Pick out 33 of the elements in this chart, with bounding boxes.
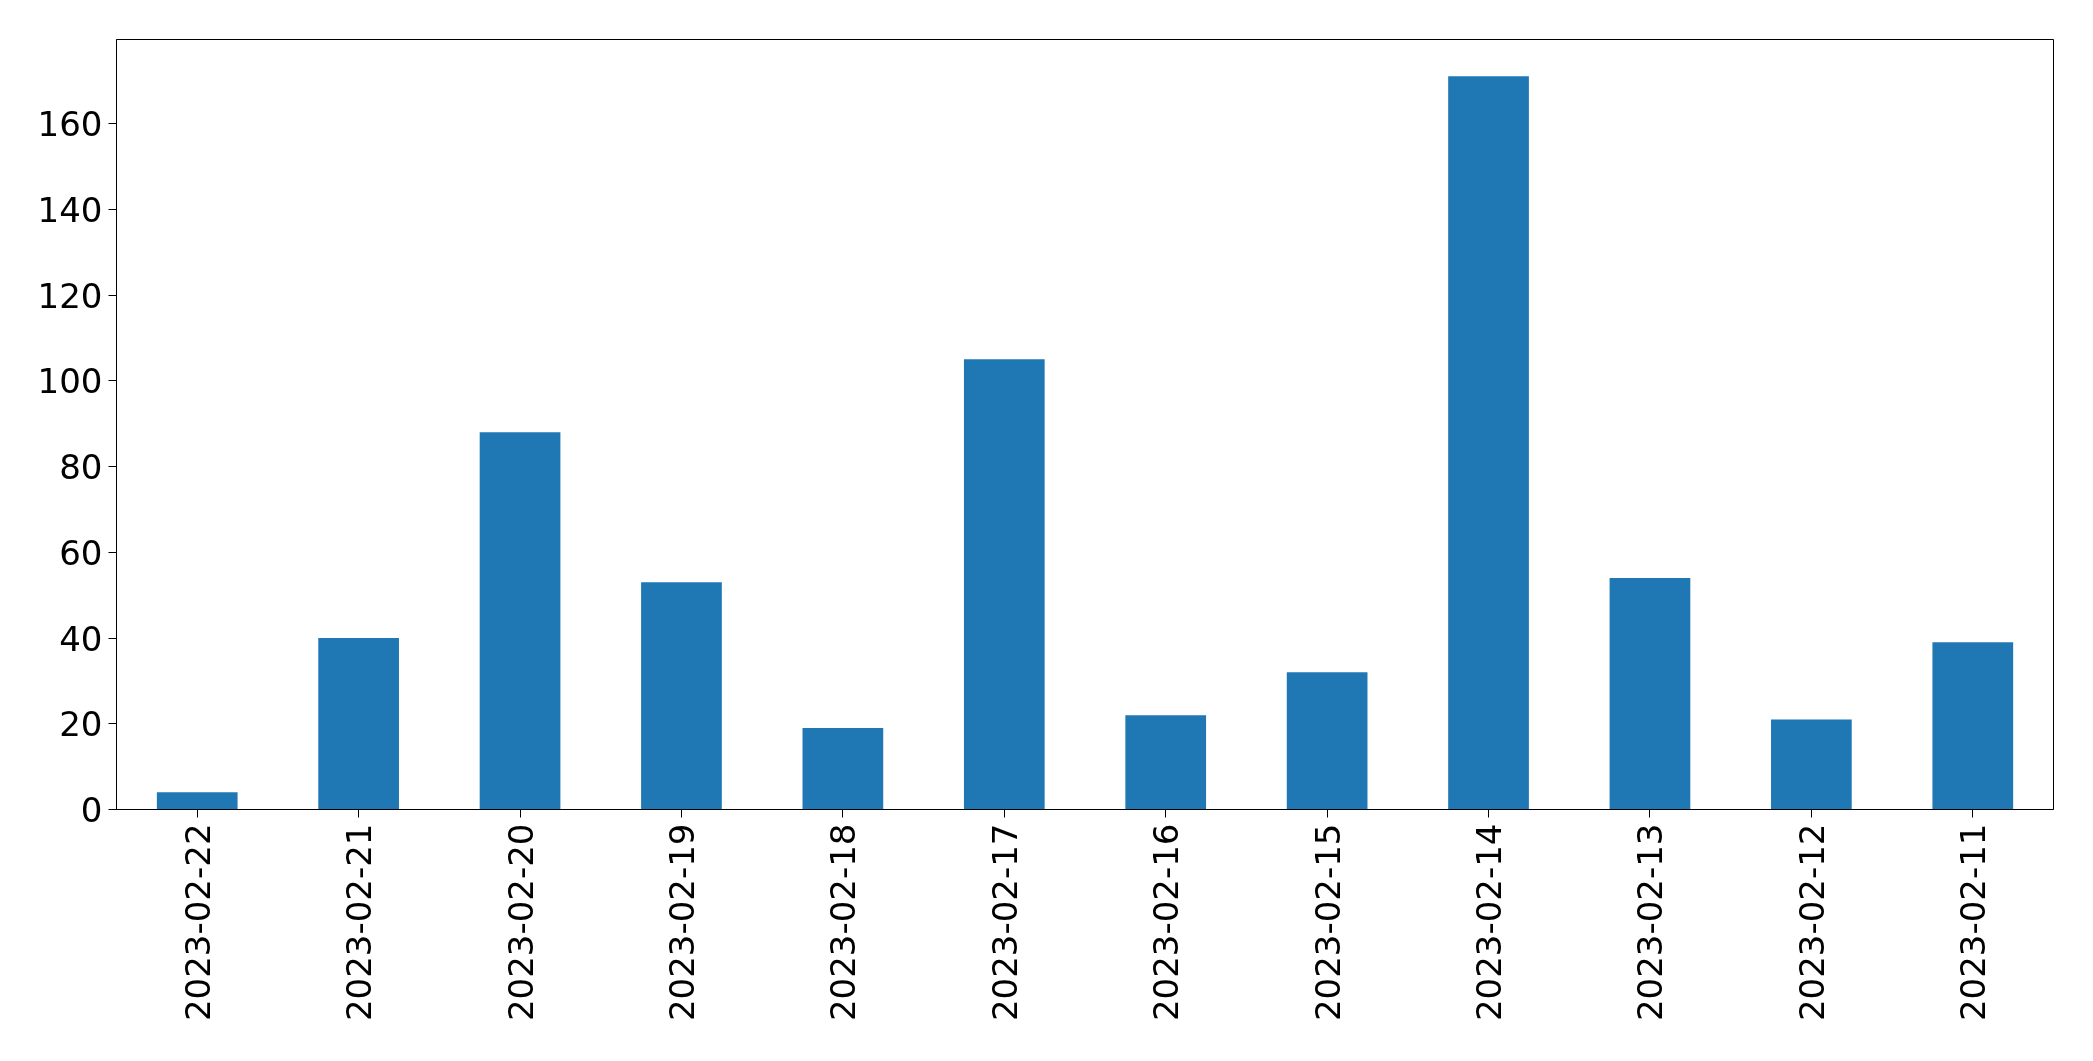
x-tick-label: 2023-02-14 — [1469, 823, 1510, 1022]
bar — [641, 582, 722, 810]
x-tick-label: 2023-02-18 — [823, 823, 864, 1022]
bar — [963, 359, 1045, 810]
bar — [156, 792, 238, 810]
y-tick-label: 100 — [37, 361, 103, 402]
y-tick-label: 140 — [37, 189, 103, 230]
bar — [1932, 642, 2014, 810]
bar — [1609, 577, 1691, 810]
y-tick-label: 120 — [37, 275, 103, 316]
bar — [1286, 672, 1368, 810]
x-tick-label: 2023-02-22 — [177, 823, 218, 1022]
bar — [1448, 76, 1529, 810]
y-tick-label: 80 — [59, 447, 103, 488]
y-tick-label: 40 — [59, 618, 103, 659]
y-tick-label: 0 — [80, 790, 103, 830]
x-tick-label: 2023-02-21 — [339, 823, 380, 1022]
x-tick-label: 2023-02-12 — [1791, 823, 1832, 1022]
x-tick-label: 2023-02-11 — [1953, 823, 1994, 1022]
bar — [318, 638, 399, 810]
y-tick-label: 20 — [59, 704, 103, 745]
x-tick-label: 2023-02-19 — [661, 823, 702, 1022]
y-tick-label: 60 — [59, 532, 103, 573]
bar — [802, 728, 884, 810]
x-tick-label: 2023-02-13 — [1630, 823, 1671, 1022]
x-tick-label: 2023-02-15 — [1307, 823, 1348, 1022]
bar — [479, 432, 561, 810]
x-tick-label: 2023-02-20 — [500, 823, 541, 1022]
bar — [1771, 719, 1852, 810]
bar — [1125, 715, 1207, 810]
y-tick-label: 160 — [37, 104, 103, 145]
x-tick-label: 2023-02-17 — [984, 823, 1025, 1022]
x-tick-label: 2023-02-16 — [1146, 823, 1187, 1022]
